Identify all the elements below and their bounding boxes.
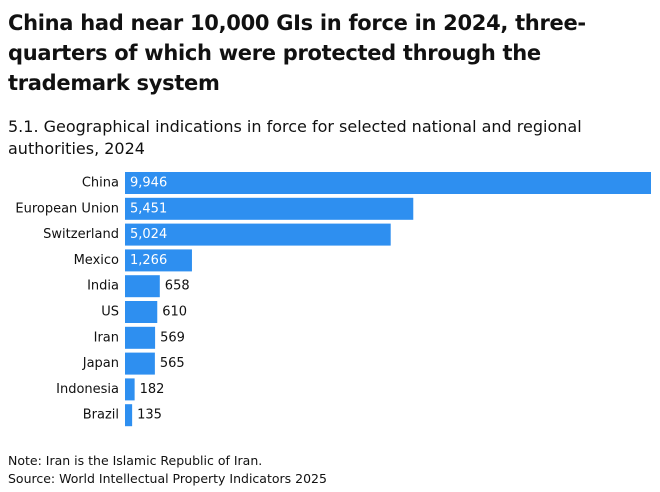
bar — [125, 352, 155, 375]
bar — [125, 223, 391, 246]
value-label: 610 — [162, 305, 187, 320]
chart-footer: Note: Iran is the Islamic Republic of Ir… — [8, 452, 648, 488]
category-label: China — [82, 176, 119, 191]
value-label: 658 — [165, 279, 190, 294]
bar-chart: China 9,946 European Union 5,451 Switzerland… — [15, 172, 651, 427]
bars-layer: China 9,946 European Union 5,451 Switzerland… — [15, 172, 651, 427]
chart-source: Source: World Intellectual Property Indi… — [8, 471, 327, 486]
category-label: Mexico — [74, 253, 119, 268]
chart-note: Note: Iran is the Islamic Republic of Ir… — [8, 453, 263, 468]
category-label: Brazil — [83, 408, 119, 423]
value-label: 5,451 — [130, 201, 167, 216]
value-label: 182 — [140, 382, 165, 397]
bar — [125, 197, 414, 220]
value-label: 9,946 — [130, 176, 167, 191]
chart-subtitle: 5.1. Geographical indications in force f… — [8, 117, 582, 158]
bar — [125, 404, 133, 427]
category-label: Switzerland — [43, 227, 119, 242]
bar — [125, 301, 158, 323]
bar — [125, 249, 192, 272]
value-label: 569 — [160, 330, 185, 345]
category-label: Indonesia — [56, 382, 119, 397]
bar — [125, 378, 135, 401]
category-label: European Union — [15, 201, 119, 216]
category-label: US — [101, 305, 119, 320]
value-label: 565 — [160, 356, 185, 371]
category-label: Japan — [82, 356, 119, 371]
value-label: 5,024 — [130, 227, 167, 242]
bar — [125, 172, 651, 194]
value-label: 1,266 — [130, 253, 167, 268]
chart-title: China had near 10,000 GIs in force in 20… — [8, 11, 586, 95]
bar — [125, 275, 160, 298]
value-label: 135 — [137, 408, 162, 423]
category-label: India — [87, 279, 119, 294]
bar — [125, 326, 156, 349]
category-label: Iran — [94, 330, 119, 345]
